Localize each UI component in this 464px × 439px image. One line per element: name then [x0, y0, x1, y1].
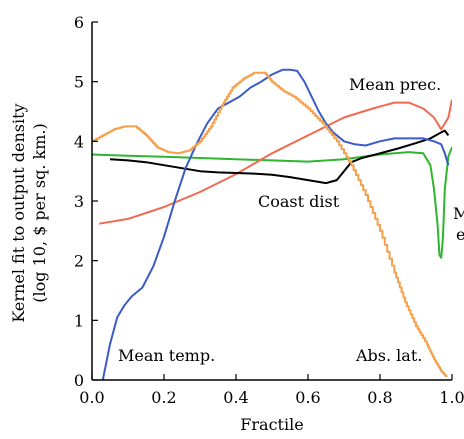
x-tick-label: 0.2	[151, 388, 176, 407]
y-tick-label: 2	[74, 252, 84, 271]
y-tick-label: 4	[74, 132, 84, 151]
series-layer	[92, 68, 452, 380]
x-tick-label: 0.8	[367, 388, 392, 407]
series-line-green	[92, 146, 452, 259]
series-line-mean-prec	[99, 99, 452, 225]
y-ticks: 0 1 2 3 4 5 6	[74, 13, 98, 390]
label-m-fragment: M	[453, 204, 464, 223]
label-e-fragment: e	[456, 225, 464, 244]
y-tick-label: 1	[74, 311, 84, 330]
series-line-mean-temp	[101, 68, 450, 380]
x-tick-label: 1.0	[439, 388, 464, 407]
y-axis-title-line1: Kernel fit to output density	[9, 103, 28, 322]
label-abs-lat: Abs. lat.	[355, 346, 422, 365]
x-tick-label: 0.0	[79, 388, 104, 407]
label-mean-temp: Mean temp.	[118, 346, 215, 365]
y-tick-label: 6	[74, 13, 84, 32]
y-tick-label: 0	[74, 371, 84, 390]
x-ticks: 0.0 0.2 0.4 0.6 0.8 1.0	[79, 374, 464, 407]
series-line-abs-lat	[92, 71, 448, 377]
series-line-coast-dist	[109, 129, 450, 185]
label-coast-dist: Coast dist	[258, 192, 340, 211]
x-tick-label: 0.4	[223, 388, 248, 407]
y-axis-title-line2: (log 10, $ per sq. km.)	[30, 123, 49, 302]
y-tick-label: 5	[74, 73, 84, 92]
x-axis-title: Fractile	[240, 415, 303, 434]
label-mean-prec: Mean prec.	[349, 75, 441, 94]
x-tick-label: 0.6	[295, 388, 320, 407]
y-tick-label: 3	[74, 192, 84, 211]
